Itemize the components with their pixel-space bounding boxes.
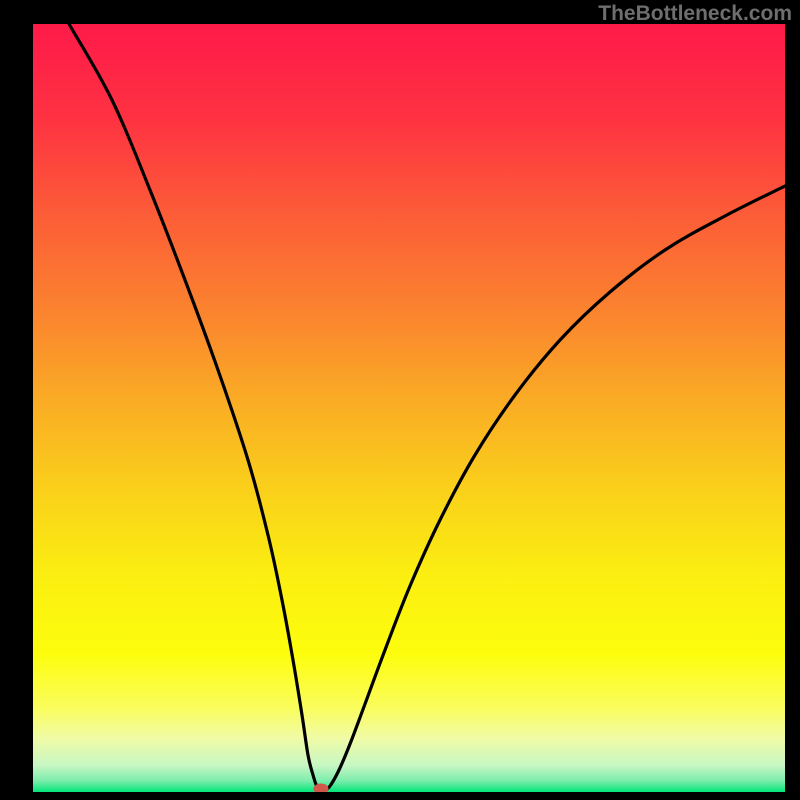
chart-container: { "watermark": { "text": "TheBottleneck.… <box>0 0 800 800</box>
plot-area <box>33 24 785 792</box>
gradient-background <box>33 24 785 792</box>
watermark-text: TheBottleneck.com <box>598 2 792 26</box>
